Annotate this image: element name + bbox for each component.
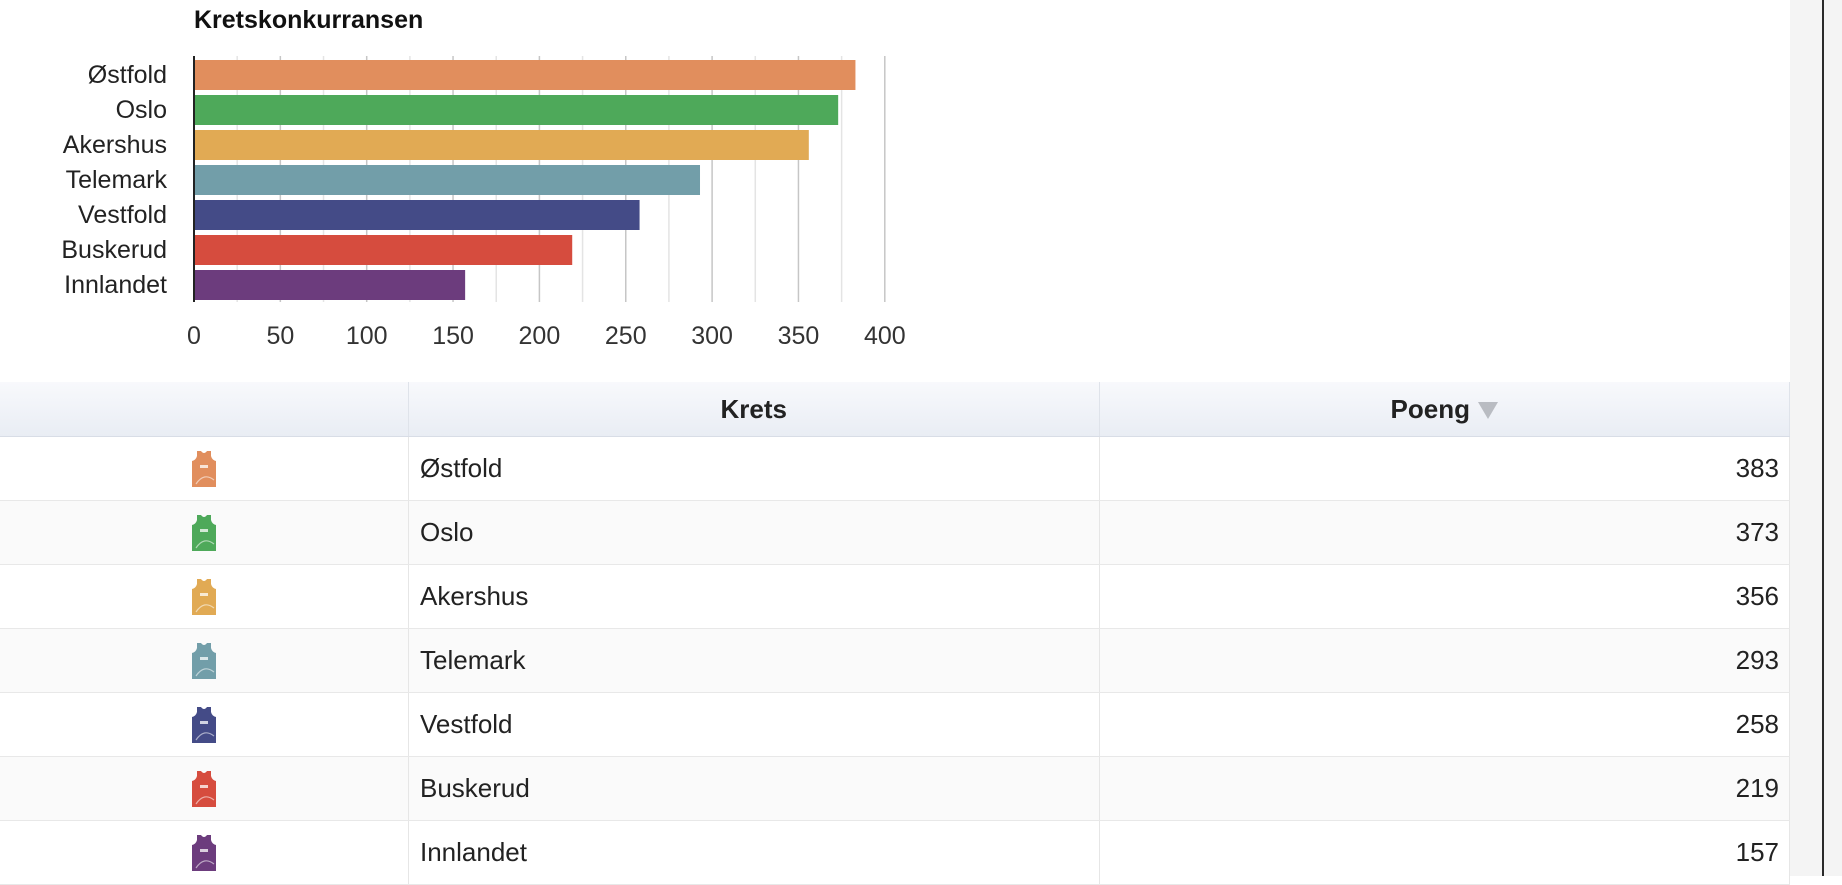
category-label: Telemark (66, 166, 168, 194)
poeng-cell: 293 (1099, 628, 1790, 693)
bar[interactable] (195, 270, 466, 300)
x-tick-label: 300 (691, 322, 733, 350)
bar-chart: Østfold Oslo Akershus Telemark Vestfold Buske… (61, 56, 906, 350)
jersey-icon (192, 514, 216, 551)
page-gutter (1790, 0, 1842, 876)
bar[interactable] (195, 95, 839, 125)
x-tick-label: 100 (346, 322, 388, 350)
bar[interactable] (195, 235, 573, 265)
table-row[interactable]: Innlandet 157 (0, 820, 1790, 885)
bar[interactable] (195, 130, 809, 160)
table-row[interactable]: Akershus 356 (0, 564, 1790, 629)
table-row[interactable]: Buskerud 219 (0, 756, 1790, 821)
category-label: Oslo (116, 96, 167, 124)
krets-cell: Oslo (408, 500, 1100, 565)
krets-cell: Vestfold (408, 692, 1100, 757)
table-row[interactable]: Vestfold 258 (0, 692, 1790, 757)
category-label: Akershus (63, 131, 167, 159)
x-tick-label: 400 (864, 322, 906, 350)
table-row[interactable]: Telemark 293 (0, 628, 1790, 693)
jersey-icon (192, 450, 216, 487)
x-tick-label: 200 (519, 322, 561, 350)
x-tick-label: 0 (187, 322, 201, 350)
jersey-cell (0, 500, 409, 565)
chart-tick-labels: 0 50 100 150 200 250 300 350 400 (187, 322, 906, 350)
krets-column-header[interactable]: Krets (408, 382, 1100, 437)
jersey-cell (0, 820, 409, 885)
bar[interactable] (195, 60, 856, 90)
jersey-cell (0, 756, 409, 821)
poeng-cell: 356 (1099, 564, 1790, 629)
sort-descending-icon (1477, 402, 1498, 420)
jersey-icon (192, 770, 216, 807)
icon-column-header (0, 382, 409, 437)
jersey-cell (0, 564, 409, 629)
krets-cell: Buskerud (408, 756, 1100, 821)
category-label: Innlandet (64, 271, 167, 299)
category-label: Buskerud (61, 236, 167, 264)
results-panel: Kretskonkurransen Østfold Oslo Akershus Tel… (0, 6, 1790, 885)
bar[interactable] (195, 165, 701, 195)
krets-header-label: Krets (720, 393, 787, 424)
jersey-icon (192, 706, 216, 743)
krets-cell: Østfold (408, 436, 1100, 501)
jersey-cell (0, 692, 409, 757)
results-table-body: Østfold 383 Oslo 373 Akershus 356 Telemark 293 V… (0, 436, 1790, 885)
poeng-cell: 258 (1099, 692, 1790, 757)
category-label: Østfold (88, 61, 167, 89)
x-tick-label: 250 (605, 322, 647, 350)
results-table: Krets Poeng Østfold 383 Oslo 373 Akershus 356… (0, 382, 1790, 885)
category-label: Vestfold (78, 201, 167, 229)
poeng-cell: 157 (1099, 820, 1790, 885)
table-row[interactable]: Østfold 383 (0, 436, 1790, 501)
chart-title: Kretskonkurransen (194, 6, 424, 34)
poeng-column-header[interactable]: Poeng (1099, 382, 1790, 437)
x-tick-label: 50 (266, 322, 294, 350)
jersey-icon (192, 642, 216, 679)
jersey-icon (192, 578, 216, 615)
poeng-header-label: Poeng (1390, 393, 1470, 424)
krets-cell: Akershus (408, 564, 1100, 629)
poeng-cell: 383 (1099, 436, 1790, 501)
jersey-cell (0, 436, 409, 501)
chart-category-labels: Østfold Oslo Akershus Telemark Vestfold Buske… (61, 61, 167, 299)
table-header-row: Krets Poeng (0, 382, 1790, 437)
x-tick-label: 350 (778, 322, 820, 350)
krets-cell: Telemark (408, 628, 1100, 693)
poeng-cell: 219 (1099, 756, 1790, 821)
chart-bars (195, 60, 856, 300)
bar[interactable] (195, 200, 640, 230)
x-tick-label: 150 (432, 322, 474, 350)
poeng-cell: 373 (1099, 500, 1790, 565)
table-row[interactable]: Oslo 373 (0, 500, 1790, 565)
jersey-cell (0, 628, 409, 693)
jersey-icon (192, 834, 216, 871)
krets-cell: Innlandet (408, 820, 1100, 885)
scrollbar[interactable] (1822, 0, 1824, 876)
